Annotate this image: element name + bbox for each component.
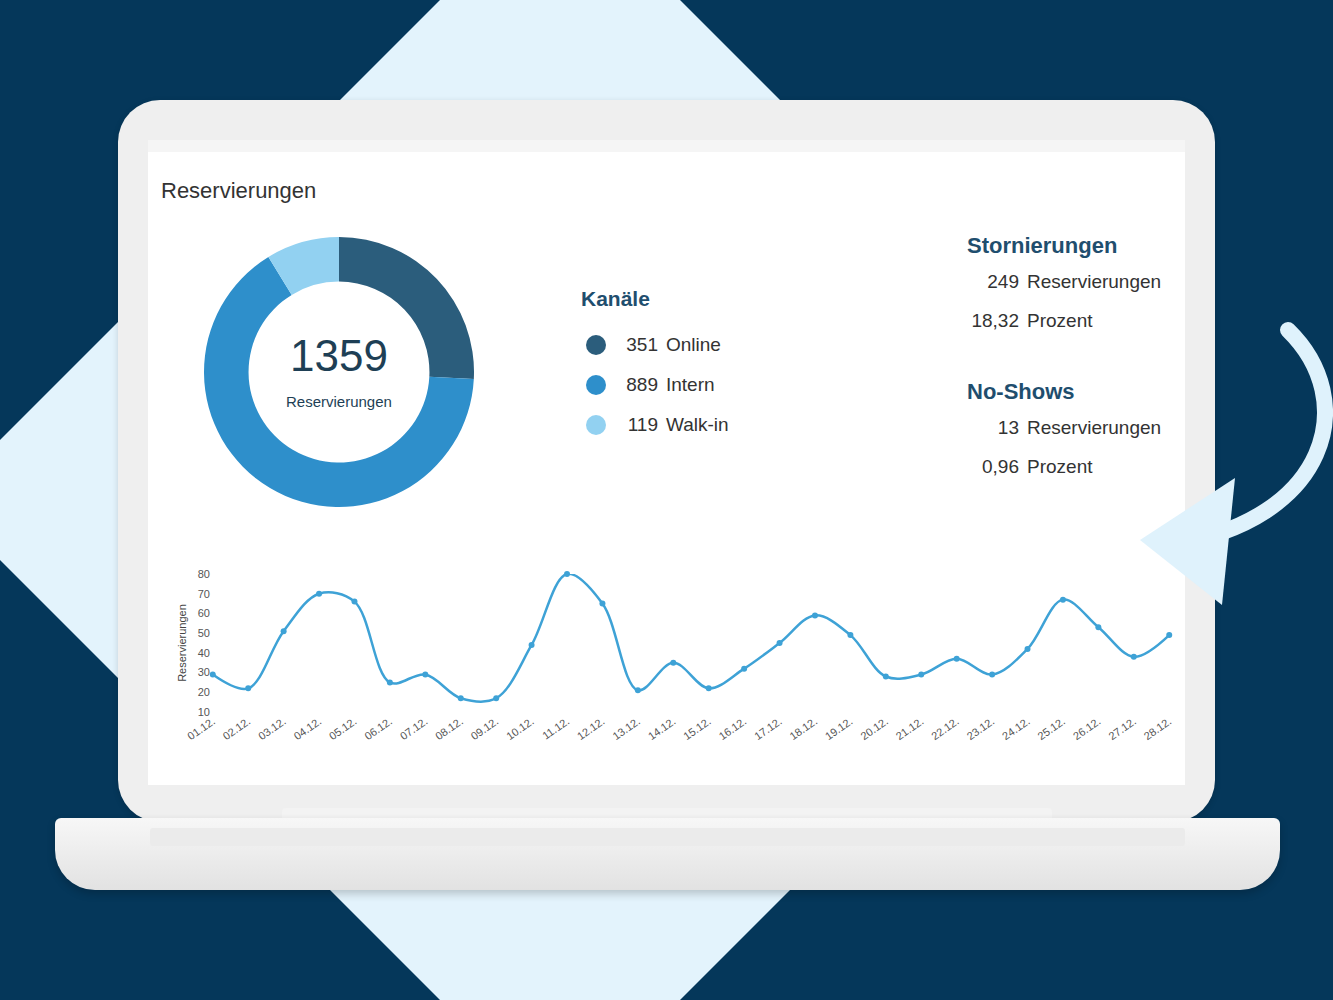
svg-text:10: 10 [198,706,210,718]
svg-text:Reservierungen: Reservierungen [286,393,392,410]
html-text:No-Shows: No-Shows [967,379,1075,404]
html-text:Reservierungen: Reservierungen [161,178,317,203]
svg-text:03.12.: 03.12. [256,715,288,742]
html-text:Reservierungen: Reservierungen [1027,417,1162,438]
svg-text:28.12.: 28.12. [1142,715,1174,742]
svg-text:08.12.: 08.12. [433,715,465,742]
svg-text:06.12.: 06.12. [362,715,394,742]
svg-text:01.12.: 01.12. [185,715,217,742]
html-text:Prozent: Prozent [1027,456,1093,477]
svg-text:25.12.: 25.12. [1035,715,1067,742]
svg-text:14.12.: 14.12. [646,715,678,742]
html-text:18,32: 18,32 [971,310,1019,331]
html-text:0,96: 0,96 [982,456,1019,477]
html-text:249: 249 [987,271,1019,292]
svg-text:05.12.: 05.12. [327,715,359,742]
svg-text:17.12.: 17.12. [752,715,784,742]
svg-text:18.12.: 18.12. [787,715,819,742]
svg-text:21.12.: 21.12. [894,715,926,742]
html-text:Intern: Intern [666,374,715,395]
svg-text:70: 70 [198,588,210,600]
svg-text:27.12.: 27.12. [1106,715,1138,742]
html-text:889: 889 [626,374,658,395]
svg-text:24.12.: 24.12. [1000,715,1032,742]
svg-text:20.12.: 20.12. [858,715,890,742]
svg-text:1359: 1359 [290,331,388,380]
svg-text:10.12.: 10.12. [504,715,536,742]
svg-text:04.12.: 04.12. [291,715,323,742]
html-text:Reservierungen: Reservierungen [1027,271,1162,292]
svg-text:20: 20 [198,686,210,698]
svg-text:11.12.: 11.12. [540,715,571,742]
svg-text:23.12.: 23.12. [964,715,996,742]
html-text:Online: Online [666,334,721,355]
svg-text:22.12.: 22.12. [929,715,961,742]
html-text:Prozent: Prozent [1027,310,1093,331]
svg-text:15.12.: 15.12. [681,715,713,742]
html-text:Kanäle: Kanäle [581,287,650,310]
svg-text:60: 60 [198,607,210,619]
svg-text:80: 80 [198,568,210,580]
html-text:Stornierungen: Stornierungen [967,233,1118,258]
svg-text:30: 30 [198,666,210,678]
svg-text:09.12.: 09.12. [469,715,501,742]
svg-text:02.12.: 02.12. [221,715,253,742]
html-text:351: 351 [626,334,658,355]
svg-text:Reservierungen: Reservierungen [176,604,188,682]
html-text:13: 13 [997,417,1019,438]
svg-text:50: 50 [198,627,210,639]
svg-text:12.12.: 12.12. [575,715,607,742]
svg-text:40: 40 [198,647,210,659]
html-text:119: 119 [627,414,658,435]
svg-text:07.12.: 07.12. [398,715,430,742]
svg-text:26.12.: 26.12. [1071,715,1103,742]
svg-text:16.12.: 16.12. [716,715,748,742]
html-text:Walk-in: Walk-in [666,414,729,435]
svg-text:13.12.: 13.12. [610,715,642,742]
svg-text:19.12.: 19.12. [823,715,855,742]
